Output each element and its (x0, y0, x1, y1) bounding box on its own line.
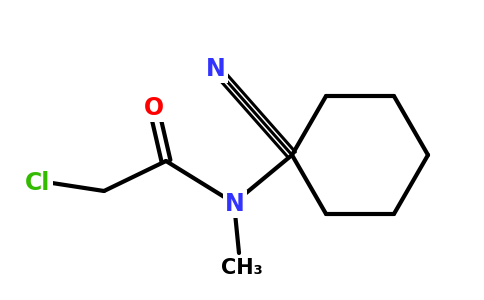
Text: Cl: Cl (25, 171, 51, 195)
Text: O: O (144, 96, 164, 120)
Text: N: N (206, 57, 226, 81)
Text: N: N (225, 192, 245, 216)
Text: CH₃: CH₃ (221, 258, 263, 278)
